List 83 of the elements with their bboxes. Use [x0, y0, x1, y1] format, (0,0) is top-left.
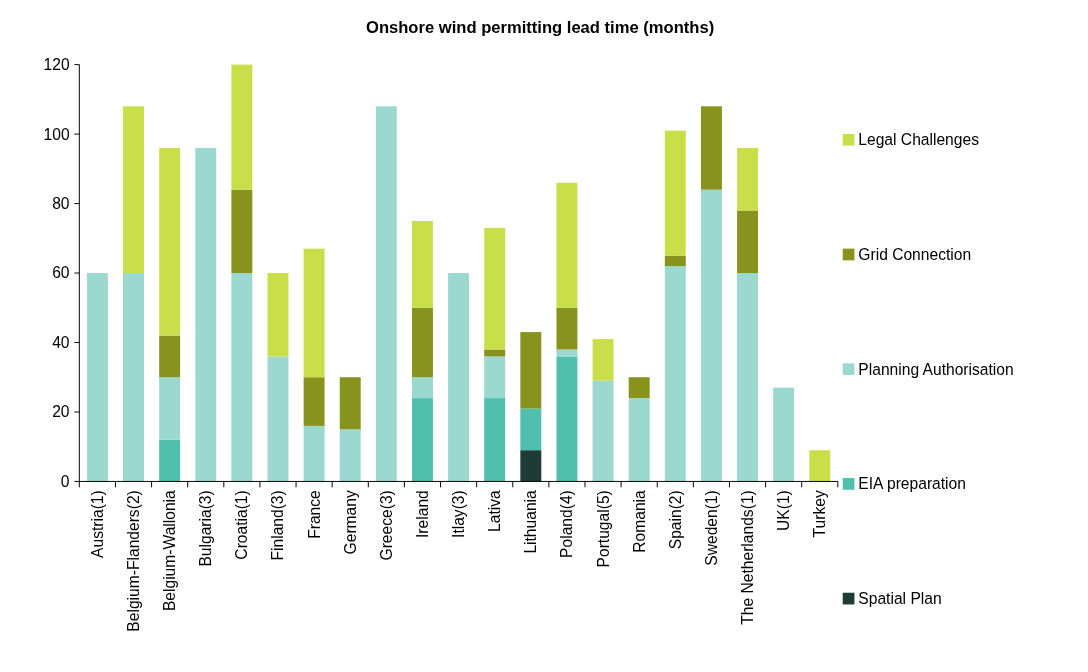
x-tick-label: Itlay(3) — [450, 490, 468, 538]
x-tick-label: Ireland — [413, 490, 431, 538]
bar — [448, 273, 470, 482]
y-tick-label: 60 — [52, 264, 70, 282]
legend-label: Spatial Plan — [858, 590, 942, 608]
y-tick-label: 20 — [52, 403, 70, 421]
legend-label: EIA preparation — [858, 475, 966, 493]
x-tick-label: Portugal(5) — [594, 490, 612, 568]
bar — [231, 273, 253, 482]
bar — [700, 106, 722, 190]
x-tick-label: Sweden(1) — [702, 490, 720, 566]
bar — [664, 130, 686, 256]
bar — [592, 339, 614, 381]
bar — [484, 227, 506, 350]
bar — [773, 387, 795, 482]
legend-label: Grid Connection — [858, 245, 972, 263]
x-tick-label: Romania — [630, 489, 648, 553]
bar — [411, 307, 433, 378]
x-tick-label: Croatia(1) — [233, 490, 251, 560]
x-tick-label: Lativa — [486, 489, 504, 532]
x-tick-label: Finland(3) — [269, 490, 287, 561]
y-tick-label: 120 — [43, 56, 70, 74]
bar — [303, 425, 325, 482]
bar — [123, 273, 144, 482]
bar — [86, 273, 108, 482]
x-tick-label: Germany — [341, 490, 359, 555]
x-tick-label: Austria(1) — [88, 490, 106, 558]
bar — [339, 429, 361, 482]
bar — [737, 147, 759, 211]
bar — [556, 356, 578, 482]
y-tick-label: 100 — [43, 125, 70, 143]
bar — [737, 273, 759, 482]
x-tick-label: Spain(2) — [666, 490, 684, 550]
bar — [411, 398, 433, 482]
legend-label: Legal Challenges — [858, 131, 980, 149]
bar — [520, 450, 542, 482]
y-tick-label: 40 — [52, 333, 70, 351]
bar — [339, 377, 361, 430]
bar — [159, 147, 181, 336]
bar — [159, 439, 181, 482]
chart-title: Onshore wind permitting lead time (months) — [366, 18, 715, 38]
legend-label: Planning Authorisation — [858, 360, 1014, 378]
x-tick-label: Belgium-Flanders(2) — [124, 490, 142, 632]
bar — [123, 106, 144, 274]
bar — [664, 266, 686, 482]
bar — [303, 248, 325, 378]
x-tick-label: Turkey — [811, 490, 829, 538]
bar — [809, 450, 831, 482]
bar — [231, 189, 253, 274]
bar — [231, 64, 253, 190]
bar — [484, 356, 506, 399]
x-tick-label: Bulgaria(3) — [197, 490, 215, 567]
bar — [411, 377, 433, 399]
bar — [700, 189, 722, 482]
x-tick-label: Poland(4) — [558, 490, 576, 558]
x-tick-label: France — [305, 490, 323, 539]
bar — [195, 147, 217, 482]
bar — [375, 106, 397, 482]
x-tick-label: Lithuania — [522, 489, 540, 554]
bar — [267, 356, 289, 482]
bar — [628, 398, 650, 482]
bar — [411, 220, 433, 308]
bar — [520, 332, 542, 409]
bar — [664, 255, 686, 267]
bar — [159, 377, 181, 440]
bar — [737, 210, 759, 274]
bar — [592, 380, 614, 482]
bar — [303, 377, 325, 426]
bar — [628, 377, 650, 399]
x-tick-label: Belgium-Wallonia — [161, 489, 179, 612]
bar — [520, 408, 542, 451]
x-tick-label: The Netherlands(1) — [739, 490, 756, 625]
bar — [484, 398, 506, 482]
bar — [556, 182, 578, 308]
y-tick-label: 80 — [52, 195, 70, 213]
bar — [484, 349, 506, 357]
bar — [556, 349, 578, 357]
bar — [556, 307, 578, 350]
y-tick-label: 0 — [60, 472, 70, 490]
bar — [267, 273, 289, 357]
bar — [159, 335, 181, 378]
x-tick-label: Greece(3) — [377, 490, 395, 561]
x-tick-label: UK(1) — [775, 490, 793, 531]
